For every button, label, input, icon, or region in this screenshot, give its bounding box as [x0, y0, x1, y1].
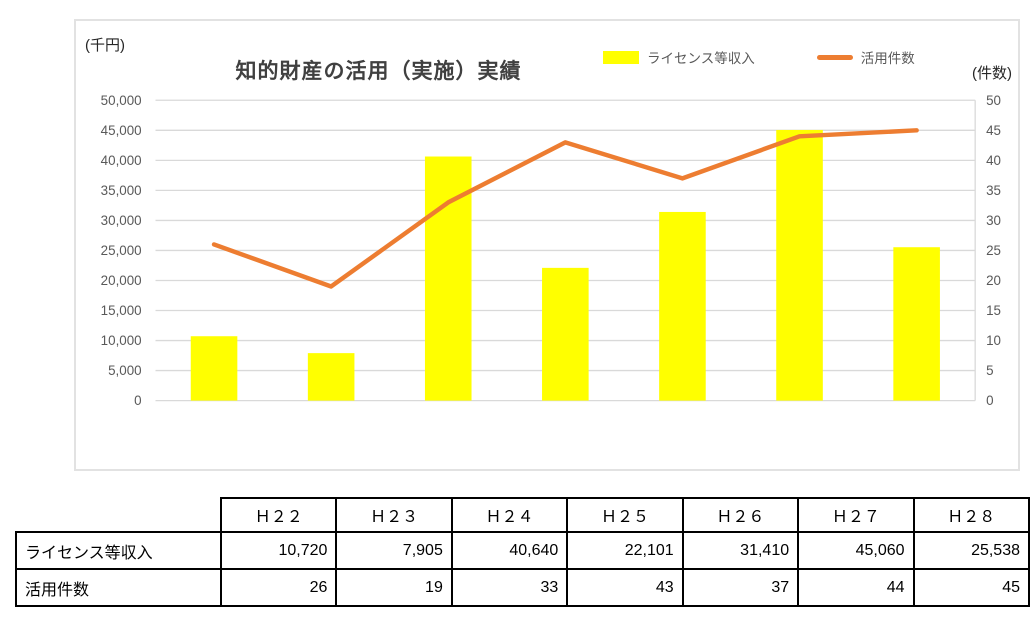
table-value-cell: 25,538: [912, 531, 1031, 570]
legend-label-license-income: ライセンス等収入: [647, 51, 755, 66]
table-col-header: Ｈ２８: [912, 497, 1031, 533]
table-value-cell: 45,060: [797, 531, 915, 570]
table-value-cell: 22,101: [566, 531, 684, 570]
table-row: 活用件数 26 19 33 43 37 44 45: [15, 568, 1031, 607]
data-table: Ｈ２２ Ｈ２３ Ｈ２４ Ｈ２５ Ｈ２６ Ｈ２７ Ｈ２８ ライセンス等収入 10,720 7,90…: [15, 497, 1031, 607]
bar-license-income: [307, 353, 355, 401]
chart-frame: 50,000 50 45,000 45 40,000 40 35,000 35 30,000 30…: [74, 19, 1020, 471]
table-col-header: Ｈ２６: [681, 497, 800, 533]
table-value-cell: 45: [912, 568, 1031, 607]
right-axis-tick-label: 20: [986, 273, 1001, 288]
left-axis-tick-label: 0: [134, 393, 141, 408]
left-axis-tick-label: 5,000: [108, 363, 141, 378]
right-axis-tick-label: 30: [986, 213, 1001, 228]
right-axis-tick-label: 15: [986, 303, 1001, 318]
table-row: ライセンス等収入 10,720 7,905 40,640 22,101 31,410 45,…: [15, 531, 1031, 570]
left-axis-tick-label: 30,000: [101, 213, 142, 228]
table-value-cell: 26: [219, 568, 338, 607]
right-axis-tick-label: 10: [986, 333, 1001, 348]
left-axis-tick-label: 15,000: [101, 303, 142, 318]
right-axis-tick-label: 40: [986, 153, 1001, 168]
legend-line-swatch: [816, 54, 853, 60]
table-value-cell: 33: [450, 568, 569, 607]
table-value-cell: 44: [797, 568, 915, 607]
legend-item-utilization-count: 活用件数: [816, 47, 915, 67]
right-axis-unit-label: (件数): [972, 65, 1012, 82]
table-value-cell: 31,410: [681, 531, 800, 570]
table-col-header: Ｈ２５: [566, 497, 684, 533]
table-col-header: Ｈ２２: [219, 497, 338, 533]
right-axis-tick-label: 45: [986, 123, 1001, 138]
table-value-cell: 7,905: [335, 531, 453, 570]
table-row-label: ライセンス等収入: [15, 531, 222, 570]
chart-title: 知的財産の活用（実施）実績: [235, 60, 522, 83]
bar-license-income: [893, 247, 940, 401]
legend-bar-swatch: [603, 50, 639, 64]
table-col-header: Ｈ２３: [335, 497, 453, 533]
table-value-cell: 40,640: [450, 531, 569, 570]
bar-license-income: [190, 336, 238, 401]
bar-license-income: [659, 211, 706, 401]
left-axis-unit-label: (千円): [85, 37, 125, 54]
table-value-cell: 19: [335, 568, 453, 607]
left-axis-tick-label: 20,000: [101, 273, 142, 288]
chart-legend: ライセンス等収入 活用件数: [603, 47, 915, 67]
table-value-cell: 43: [566, 568, 684, 607]
legend-label-utilization-count: 活用件数: [860, 51, 915, 66]
table-value-cell: 10,720: [219, 531, 338, 570]
right-axis-tick-label: 25: [986, 243, 1001, 258]
table-row-label: 活用件数: [15, 568, 222, 607]
right-axis-tick-label: 5: [986, 363, 993, 378]
right-axis-tick-label: 0: [986, 393, 993, 408]
bar-license-income: [424, 156, 472, 401]
left-axis-tick-label: 35,000: [101, 183, 142, 198]
table-col-header: Ｈ２７: [797, 497, 915, 533]
table-value-cell: 37: [681, 568, 800, 607]
left-axis-tick-label: 25,000: [101, 243, 142, 258]
legend-item-license-income: ライセンス等収入: [603, 47, 755, 67]
left-axis-tick-label: 45,000: [101, 123, 142, 138]
table-col-header: Ｈ２４: [450, 497, 569, 533]
bar-license-income: [776, 129, 823, 401]
table-corner-cell: [16, 498, 221, 532]
left-axis-tick-label: 40,000: [101, 153, 142, 168]
left-axis-tick-label: 50,000: [101, 93, 142, 108]
left-axis-tick-label: 10,000: [101, 333, 142, 348]
right-axis-tick-label: 35: [986, 183, 1001, 198]
right-axis-tick-label: 50: [986, 93, 1001, 108]
bar-license-income: [542, 267, 589, 401]
line-utilization-count: [211, 128, 919, 289]
